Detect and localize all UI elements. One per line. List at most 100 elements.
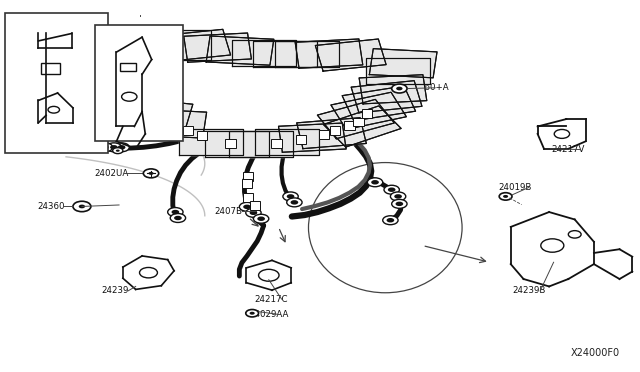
Polygon shape xyxy=(205,131,269,157)
Circle shape xyxy=(390,192,406,201)
Polygon shape xyxy=(229,131,293,157)
Bar xyxy=(296,135,306,144)
Polygon shape xyxy=(317,99,394,139)
Polygon shape xyxy=(323,106,401,147)
Text: 24360: 24360 xyxy=(37,202,65,211)
Circle shape xyxy=(287,198,302,207)
Text: 2402UA: 2402UA xyxy=(95,169,129,178)
Bar xyxy=(271,139,282,148)
Polygon shape xyxy=(255,129,319,155)
Polygon shape xyxy=(342,86,415,121)
Circle shape xyxy=(97,143,113,152)
Circle shape xyxy=(383,216,398,225)
Circle shape xyxy=(257,217,265,221)
Polygon shape xyxy=(232,40,296,66)
Circle shape xyxy=(396,202,403,206)
Text: 24239B: 24239B xyxy=(512,286,545,295)
Circle shape xyxy=(246,310,259,317)
Polygon shape xyxy=(253,41,317,67)
Circle shape xyxy=(371,180,379,185)
Polygon shape xyxy=(160,29,230,61)
Text: 24019B: 24019B xyxy=(498,183,531,192)
Polygon shape xyxy=(206,36,274,65)
Circle shape xyxy=(148,172,154,175)
Circle shape xyxy=(239,202,255,211)
Text: 24217V: 24217V xyxy=(552,145,585,154)
Circle shape xyxy=(283,192,298,201)
Circle shape xyxy=(503,195,508,198)
Polygon shape xyxy=(122,98,193,130)
Polygon shape xyxy=(366,58,430,84)
Polygon shape xyxy=(86,49,164,93)
Bar xyxy=(243,193,253,202)
Text: 24217C: 24217C xyxy=(255,295,288,304)
Circle shape xyxy=(250,211,257,215)
Circle shape xyxy=(387,218,394,222)
Circle shape xyxy=(394,194,402,199)
Circle shape xyxy=(250,312,255,315)
Circle shape xyxy=(73,201,91,212)
Circle shape xyxy=(396,87,403,90)
Bar xyxy=(95,25,183,141)
Circle shape xyxy=(246,208,261,217)
Polygon shape xyxy=(108,86,181,121)
Text: 24029AA: 24029AA xyxy=(250,310,289,319)
Circle shape xyxy=(101,145,109,150)
Polygon shape xyxy=(275,41,339,67)
Circle shape xyxy=(367,178,383,187)
Bar xyxy=(183,126,193,135)
Polygon shape xyxy=(297,118,366,149)
Circle shape xyxy=(174,216,182,220)
Bar xyxy=(120,63,136,71)
Polygon shape xyxy=(351,81,422,113)
Polygon shape xyxy=(331,92,406,129)
Text: 24239B: 24239B xyxy=(26,53,59,62)
Circle shape xyxy=(499,193,512,200)
Polygon shape xyxy=(179,129,243,155)
Polygon shape xyxy=(295,39,363,68)
Circle shape xyxy=(168,208,183,217)
Polygon shape xyxy=(316,39,386,71)
Circle shape xyxy=(114,143,129,152)
Bar xyxy=(242,179,252,188)
Polygon shape xyxy=(369,49,437,78)
Bar xyxy=(330,126,340,135)
Bar xyxy=(353,118,364,126)
Text: 24239: 24239 xyxy=(101,286,129,295)
Bar xyxy=(362,109,372,118)
Bar xyxy=(5,13,108,153)
Bar xyxy=(41,63,60,74)
Bar xyxy=(250,201,260,210)
Circle shape xyxy=(243,205,251,209)
Polygon shape xyxy=(278,123,346,152)
Text: X24000F0: X24000F0 xyxy=(570,348,620,358)
Circle shape xyxy=(291,200,298,205)
Polygon shape xyxy=(359,75,427,104)
Polygon shape xyxy=(96,73,173,113)
Text: 2407B: 2407B xyxy=(214,207,243,216)
Circle shape xyxy=(143,169,159,178)
Bar xyxy=(319,130,329,139)
Text: 24360+A: 24360+A xyxy=(408,83,449,92)
Circle shape xyxy=(392,199,407,208)
Circle shape xyxy=(113,148,123,154)
Bar xyxy=(344,121,355,130)
Polygon shape xyxy=(89,61,167,103)
Circle shape xyxy=(384,185,399,194)
Circle shape xyxy=(116,150,120,152)
Circle shape xyxy=(79,205,85,208)
Polygon shape xyxy=(139,109,207,138)
Circle shape xyxy=(392,84,407,93)
Circle shape xyxy=(388,187,396,192)
Polygon shape xyxy=(92,39,170,80)
Bar xyxy=(243,172,253,181)
Circle shape xyxy=(106,143,122,152)
Circle shape xyxy=(118,145,125,150)
Circle shape xyxy=(110,145,118,150)
Text: 24239BB: 24239BB xyxy=(116,53,156,62)
Circle shape xyxy=(170,214,186,222)
Bar xyxy=(225,139,236,148)
Polygon shape xyxy=(184,33,252,62)
Circle shape xyxy=(253,214,269,223)
Circle shape xyxy=(172,210,179,214)
